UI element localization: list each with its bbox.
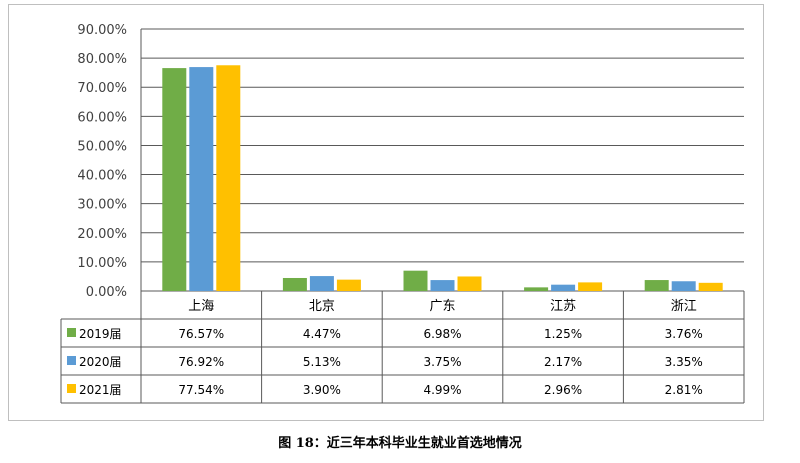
data-label: 1.25% — [544, 327, 582, 341]
category-label: 浙江 — [671, 299, 697, 314]
bar-2021届-广东 — [457, 276, 482, 291]
chart-frame — [8, 4, 764, 421]
category-label: 上海 — [188, 299, 214, 314]
bar-2021届-北京 — [336, 279, 361, 291]
data-label: 3.76% — [665, 327, 703, 341]
bar-2021届-上海 — [216, 65, 241, 291]
bar-2019届-上海 — [162, 68, 187, 291]
y-tick-label: 0.00% — [86, 285, 127, 300]
legend-label: 2021届 — [79, 383, 122, 397]
bar-2020届-广东 — [430, 280, 455, 291]
data-label: 3.90% — [303, 383, 341, 397]
data-label: 4.99% — [423, 383, 461, 397]
bar-2021届-浙江 — [698, 282, 723, 291]
y-tick-label: 10.00% — [77, 256, 127, 271]
y-tick-label: 60.00% — [77, 110, 127, 125]
data-label: 4.47% — [303, 327, 341, 341]
data-label: 3.75% — [423, 355, 461, 369]
bar-2020届-浙江 — [671, 281, 696, 291]
legend-label: 2019届 — [79, 327, 122, 341]
legend-label: 2020届 — [79, 355, 122, 369]
data-label: 77.54% — [178, 383, 224, 397]
y-tick-label: 30.00% — [77, 198, 127, 213]
bar-chart: 0.00% 10.00% 20.00% 30.00% 40.00% 50.00% 60.00… — [60, 23, 745, 404]
data-label: 3.35% — [665, 355, 703, 369]
bar-2020届-北京 — [309, 276, 334, 291]
category-label: 北京 — [309, 299, 335, 314]
bar-2019届-江苏 — [524, 287, 549, 291]
figure-caption: 图 18：近三年本科毕业生就业首选地情况 — [278, 436, 522, 451]
bar-2020届-江苏 — [551, 284, 576, 291]
legend-swatch — [67, 384, 76, 393]
legend-swatch — [67, 328, 76, 337]
category-label: 江苏 — [550, 298, 576, 314]
y-tick-label: 80.00% — [77, 52, 127, 67]
data-label: 6.98% — [423, 327, 461, 341]
y-tick-label: 40.00% — [77, 169, 127, 184]
data-label: 5.13% — [303, 355, 341, 369]
bar-2021届-江苏 — [578, 282, 603, 291]
bar-2019届-广东 — [403, 270, 428, 291]
y-tick-label: 70.00% — [77, 81, 127, 96]
y-tick-label: 20.00% — [77, 227, 127, 242]
data-label: 76.57% — [178, 327, 224, 341]
bar-2020届-上海 — [189, 67, 214, 291]
data-label: 2.17% — [544, 355, 582, 369]
bar-2019届-北京 — [282, 277, 307, 291]
data-label: 2.81% — [665, 383, 703, 397]
y-tick-label: 50.00% — [77, 139, 127, 154]
data-label: 2.96% — [544, 383, 582, 397]
category-label: 广东 — [429, 299, 455, 314]
y-tick-label: 90.00% — [77, 23, 127, 38]
bar-2019届-浙江 — [644, 280, 669, 291]
data-label: 76.92% — [178, 355, 224, 369]
legend-swatch — [67, 356, 76, 365]
